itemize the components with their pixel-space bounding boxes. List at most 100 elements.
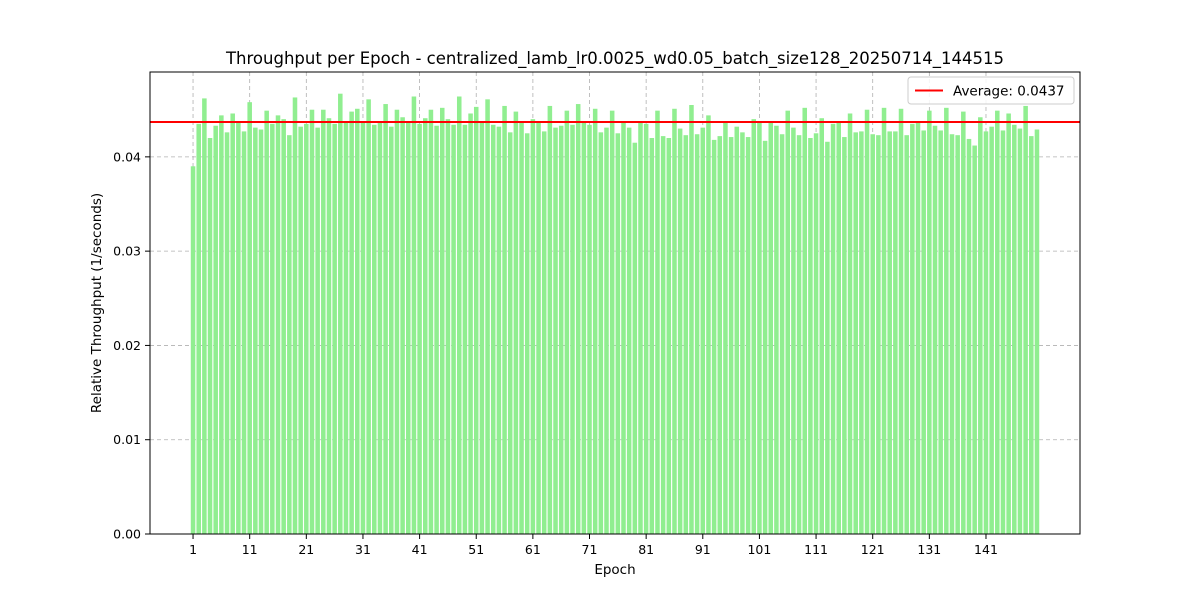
bar-epoch-118 [853, 132, 858, 535]
bar-epoch-54 [490, 124, 496, 535]
bar-epoch-13 [258, 129, 264, 534]
x-tick-label: 111 [804, 542, 828, 557]
bar-epoch-71 [587, 124, 592, 535]
bar-epoch-15 [270, 123, 275, 534]
bar-epoch-150 [1034, 129, 1040, 534]
x-tick-label: 71 [582, 542, 598, 557]
bar-epoch-46 [445, 119, 451, 535]
bar-epoch-21 [304, 123, 309, 534]
bar-epoch-10 [241, 131, 247, 534]
bar-epoch-69 [575, 104, 581, 535]
bar-epoch-29 [349, 111, 354, 534]
bar-epoch-8 [230, 113, 235, 534]
bar-epoch-91 [700, 127, 706, 534]
bar-epoch-83 [655, 110, 660, 535]
bar-epoch-18 [287, 135, 292, 534]
bar-epoch-63 [541, 131, 547, 534]
bar-epoch-134 [944, 107, 949, 534]
bar-epoch-86 [672, 108, 677, 535]
bar-epoch-125 [893, 131, 898, 534]
bar-epoch-64 [547, 105, 553, 534]
bar-epoch-59 [519, 122, 524, 535]
bar-epoch-102 [762, 140, 768, 535]
bars-layer [190, 93, 1040, 535]
bar-epoch-62 [536, 121, 541, 534]
bar-epoch-45 [439, 107, 445, 534]
bar-epoch-44 [434, 125, 439, 534]
bar-epoch-68 [570, 124, 575, 535]
bar-epoch-148 [1023, 105, 1028, 534]
bar-epoch-34 [377, 121, 383, 534]
bar-epoch-2 [196, 123, 201, 534]
bar-epoch-139 [972, 145, 977, 535]
bar-epoch-143 [995, 110, 1000, 535]
x-tick-label: 51 [468, 542, 484, 557]
bar-epoch-129 [915, 121, 921, 535]
bar-epoch-95 [723, 121, 728, 535]
bar-epoch-19 [292, 97, 298, 534]
bar-epoch-104 [774, 125, 779, 534]
bar-epoch-4 [207, 138, 213, 534]
bar-epoch-6 [219, 115, 224, 534]
bar-epoch-30 [355, 108, 360, 535]
y-tick-label: 0.03 [113, 244, 141, 259]
bar-epoch-115 [836, 121, 841, 534]
bar-epoch-41 [417, 123, 422, 534]
bar-epoch-107 [791, 127, 796, 534]
bar-epoch-28 [343, 122, 349, 535]
bar-epoch-72 [592, 108, 598, 535]
bar-epoch-36 [389, 126, 394, 534]
bar-epoch-96 [728, 137, 734, 535]
y-tick-label: 0.01 [113, 432, 141, 447]
bar-epoch-32 [366, 99, 371, 534]
bar-epoch-119 [859, 131, 864, 534]
bar-epoch-16 [275, 115, 281, 534]
bar-epoch-33 [372, 124, 377, 535]
bar-epoch-37 [394, 109, 400, 534]
bar-epoch-128 [910, 123, 915, 534]
x-tick-label: 41 [412, 542, 428, 557]
bar-epoch-90 [694, 134, 700, 534]
bar-epoch-146 [1012, 124, 1017, 535]
bar-epoch-20 [298, 126, 303, 534]
bar-epoch-75 [609, 110, 615, 535]
y-axis: 0.00 0.01 0.02 0.03 0.04 [113, 149, 150, 542]
bar-epoch-98 [740, 132, 745, 535]
bar-epoch-147 [1017, 128, 1023, 535]
bar-epoch-52 [479, 122, 485, 535]
bar-epoch-23 [315, 127, 320, 534]
bar-epoch-55 [496, 126, 502, 534]
bar-epoch-11 [247, 102, 252, 535]
y-tick-label: 0.02 [113, 338, 141, 353]
bar-epoch-35 [383, 104, 388, 535]
bar-epoch-47 [451, 124, 456, 535]
bar-epoch-9 [236, 121, 241, 534]
bar-epoch-133 [938, 130, 943, 534]
bar-epoch-130 [921, 130, 926, 534]
bar-epoch-26 [332, 123, 337, 534]
bar-epoch-122 [876, 135, 881, 534]
bar-epoch-140 [978, 117, 983, 534]
bar-epoch-39 [406, 122, 411, 535]
x-tick-label: 61 [525, 542, 541, 557]
x-tick-label: 31 [355, 542, 371, 557]
bar-epoch-27 [338, 93, 343, 534]
legend-label: Average: 0.0437 [953, 84, 1065, 100]
chart-title: Throughput per Epoch - centralized_lamb_… [225, 49, 1004, 69]
bar-epoch-110 [808, 138, 813, 534]
x-tick-label: 91 [695, 542, 711, 557]
bar-epoch-81 [643, 123, 649, 534]
x-tick-label: 121 [861, 542, 885, 557]
bar-epoch-25 [326, 118, 332, 534]
bar-epoch-116 [842, 137, 847, 535]
bar-epoch-105 [779, 134, 785, 534]
bar-epoch-5 [213, 125, 218, 534]
bar-epoch-149 [1029, 136, 1034, 534]
bar-epoch-38 [400, 117, 405, 534]
bar-epoch-14 [264, 110, 269, 535]
bar-epoch-132 [932, 125, 938, 534]
x-tick-label: 11 [242, 542, 258, 557]
bar-epoch-82 [649, 138, 655, 534]
bar-epoch-50 [468, 113, 473, 534]
